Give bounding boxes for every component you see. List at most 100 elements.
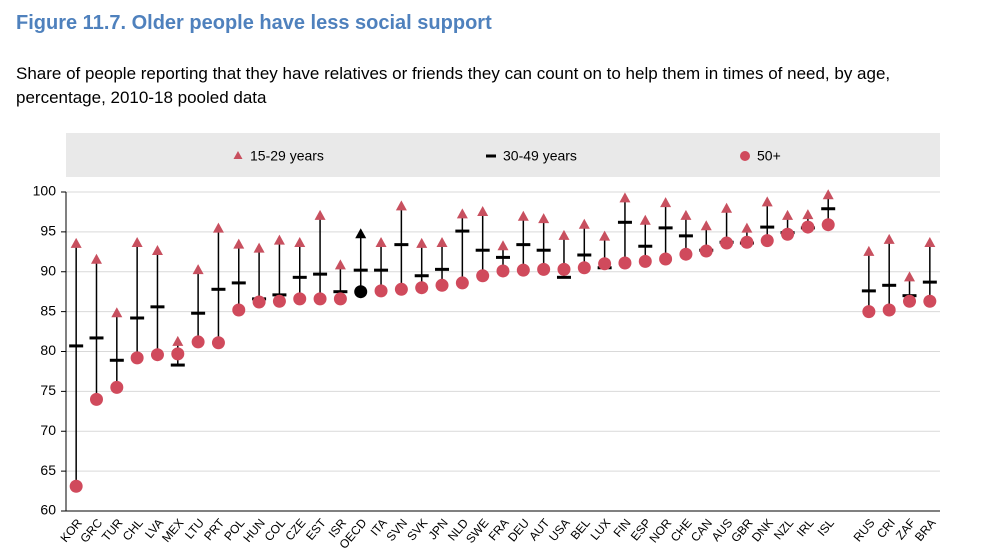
circle-marker: [923, 294, 937, 308]
triangle-marker: [294, 237, 306, 248]
y-tick-label: 65: [40, 462, 56, 478]
circle-marker: [557, 262, 571, 276]
triangle-marker: [111, 307, 123, 318]
x-tick-label: CHE: [668, 516, 695, 544]
triangle-marker: [782, 209, 794, 220]
circle-marker: [374, 284, 388, 298]
triangle-marker: [212, 222, 224, 233]
circle-marker: [89, 392, 103, 406]
circle-marker: [882, 303, 896, 317]
circle-marker: [537, 262, 551, 276]
triangle-marker: [416, 237, 428, 248]
circle-marker: [313, 292, 327, 306]
circle-marker: [394, 282, 408, 296]
x-tick-label: MEX: [159, 516, 186, 545]
triangle-marker: [172, 335, 184, 346]
triangle-marker: [660, 197, 672, 208]
triangle-marker: [355, 228, 367, 239]
circle-marker: [435, 278, 449, 292]
x-tick-label: DEU: [505, 516, 532, 544]
circle-marker: [821, 218, 835, 232]
triangle-marker: [558, 229, 570, 240]
circle-marker: [496, 264, 510, 278]
triangle-marker: [131, 237, 143, 248]
legend-marker: [740, 151, 750, 161]
circle-marker: [69, 479, 83, 493]
x-tick-label: ISL: [815, 516, 838, 539]
x-tick-label: CHL: [120, 516, 146, 544]
triangle-marker: [233, 238, 245, 249]
x-tick-label: SVN: [384, 516, 411, 544]
triangle-marker: [90, 253, 102, 264]
x-tick-label: CZE: [282, 516, 308, 543]
x-tick-label: COL: [262, 516, 289, 544]
triangle-marker: [538, 213, 550, 224]
circle-marker: [333, 292, 347, 306]
legend-label: 15-29 years: [250, 148, 324, 164]
x-tick-label: ZAF: [893, 516, 918, 542]
circle-marker: [598, 257, 612, 271]
triangle-marker: [477, 205, 489, 216]
triangle-marker: [863, 245, 875, 256]
triangle-marker: [680, 209, 692, 220]
circle-marker: [781, 227, 795, 241]
triangle-marker: [700, 220, 712, 231]
triangle-marker: [314, 209, 326, 220]
triangle-marker: [721, 202, 733, 213]
triangle-marker: [395, 200, 407, 211]
triangle-marker: [822, 189, 834, 200]
x-tick-label: SVK: [404, 516, 430, 543]
circle-marker: [232, 303, 246, 317]
triangle-marker: [741, 222, 753, 233]
triangle-marker: [70, 237, 82, 248]
x-tick-label: BEL: [568, 516, 594, 543]
x-tick-label: JPN: [425, 516, 450, 542]
circle-marker: [720, 236, 734, 250]
triangle-marker: [334, 259, 346, 270]
triangle-marker: [273, 234, 285, 245]
y-tick-label: 80: [40, 342, 56, 358]
y-tick-label: 75: [40, 382, 56, 398]
circle-marker: [150, 348, 164, 362]
triangle-marker: [456, 208, 468, 219]
circle-marker: [516, 263, 530, 277]
x-tick-label: CAN: [688, 516, 715, 544]
legend-marker: [233, 151, 243, 159]
y-tick-label: 85: [40, 302, 56, 318]
triangle-marker: [904, 271, 916, 282]
triangle-marker: [497, 240, 509, 251]
y-tick-label: 100: [33, 183, 57, 199]
triangle-marker: [436, 237, 448, 248]
y-tick-label: 95: [40, 223, 56, 239]
x-tick-label: LTU: [182, 516, 207, 542]
circle-marker: [476, 269, 490, 283]
x-tick-label: CRI: [874, 516, 898, 541]
x-tick-label: AUT: [526, 515, 553, 543]
circle-marker: [577, 261, 591, 275]
circle-marker: [903, 294, 917, 308]
circle-marker: [760, 234, 774, 248]
triangle-marker: [619, 192, 631, 203]
circle-marker: [130, 351, 144, 365]
x-tick-label: TUR: [99, 516, 126, 544]
triangle-marker: [578, 218, 590, 229]
triangle-marker: [639, 214, 651, 225]
circle-marker: [354, 285, 368, 299]
legend-label: 50+: [757, 148, 781, 164]
x-tick-label: PRT: [201, 515, 227, 543]
circle-marker: [679, 247, 693, 261]
circle-marker: [191, 335, 205, 349]
x-tick-label: NZL: [771, 516, 797, 543]
triangle-marker: [253, 242, 265, 253]
y-tick-label: 60: [40, 502, 56, 518]
circle-marker: [455, 276, 469, 290]
circle-marker: [801, 220, 815, 234]
chart-title: Figure 11.7. Older people have less soci…: [16, 12, 492, 34]
triangle-marker: [883, 233, 895, 244]
legend-label: 30-49 years: [503, 148, 577, 164]
x-tick-label: BRA: [912, 516, 939, 544]
x-tick-label: DNK: [749, 516, 776, 544]
circle-marker: [293, 292, 307, 306]
circle-marker: [699, 244, 713, 258]
